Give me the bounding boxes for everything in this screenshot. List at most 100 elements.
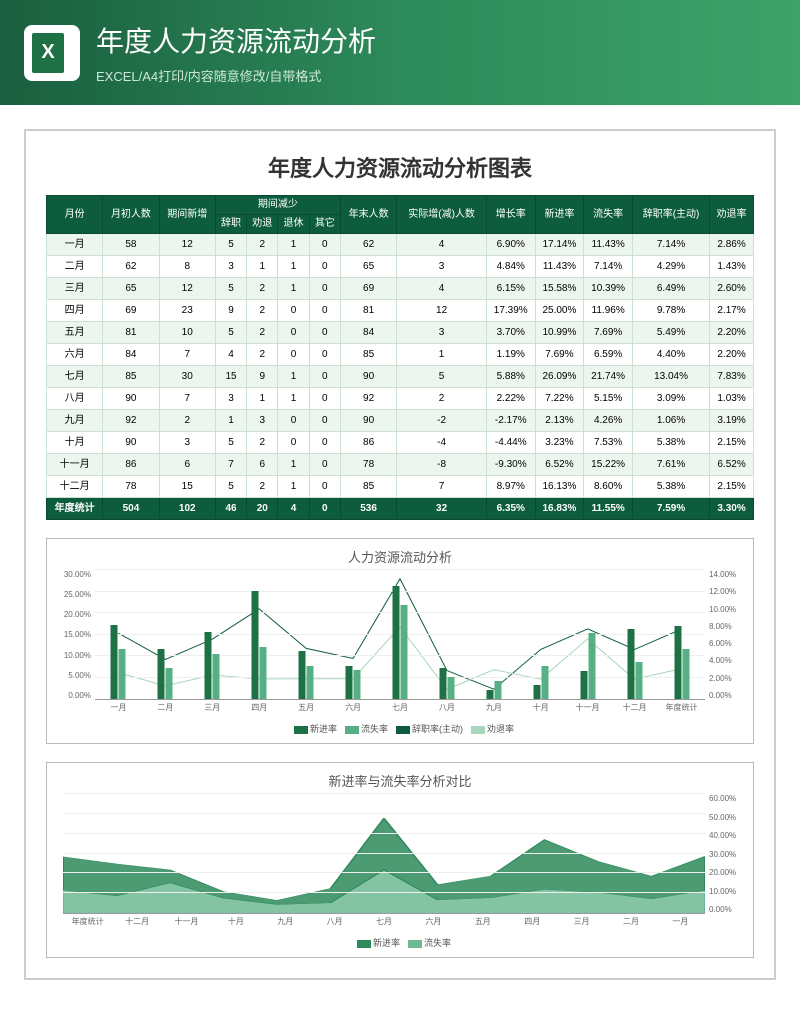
cell: 6.35%: [486, 498, 535, 520]
header-subtitle: EXCEL/A4打印/内容随意修改/自带格式: [96, 66, 376, 85]
cell: 5.38%: [632, 432, 709, 454]
cell: 0: [309, 498, 340, 520]
cell: 17.14%: [535, 234, 584, 256]
cell: 5: [215, 476, 246, 498]
col-newrate: 新进率: [535, 196, 584, 234]
cell: 21.74%: [584, 366, 633, 388]
cell: -8: [397, 454, 487, 476]
table-row: 二月62831106534.84%11.43%7.14%4.29%1.43%: [47, 256, 754, 278]
cell: 1: [278, 256, 309, 278]
cell: 7.69%: [535, 344, 584, 366]
cell: 15.22%: [584, 454, 633, 476]
cell: 90: [103, 388, 159, 410]
cell: 85: [340, 476, 396, 498]
cell: 8: [159, 256, 215, 278]
table-row: 八月90731109222.22%7.22%5.15%3.09%1.03%: [47, 388, 754, 410]
cell: 4: [397, 278, 487, 300]
cell: 3.30%: [710, 498, 754, 520]
cell: 0: [309, 344, 340, 366]
header-text: 年度人力资源流动分析 EXCEL/A4打印/内容随意修改/自带格式: [96, 20, 376, 85]
chart1: 人力资源流动分析 30.00%25.00%20.00%15.00%10.00%5…: [46, 538, 754, 744]
cell: 七月: [47, 366, 103, 388]
cell: 6.15%: [486, 278, 535, 300]
cell: 三月: [47, 278, 103, 300]
cell: 7.69%: [584, 322, 633, 344]
cell: 92: [103, 410, 159, 432]
cell: 4: [215, 344, 246, 366]
cell: 92: [340, 388, 396, 410]
cell: 1: [278, 388, 309, 410]
cell: 8.60%: [584, 476, 633, 498]
cell: 2.13%: [535, 410, 584, 432]
cell: 0: [278, 322, 309, 344]
cell: 3: [397, 256, 487, 278]
cell: 504: [103, 498, 159, 520]
cell: 30: [159, 366, 215, 388]
cell: 78: [103, 476, 159, 498]
chart1-area: 30.00%25.00%20.00%15.00%10.00%5.00%0.00%…: [55, 570, 745, 720]
cell: 9: [215, 300, 246, 322]
cell: 15.58%: [535, 278, 584, 300]
cell: 5.38%: [632, 476, 709, 498]
cell: 7.83%: [710, 366, 754, 388]
cell: 五月: [47, 322, 103, 344]
cell: 3: [397, 322, 487, 344]
cell: 85: [103, 366, 159, 388]
cell: 2: [247, 234, 278, 256]
cell: 1: [278, 278, 309, 300]
cell: 十二月: [47, 476, 103, 498]
excel-icon: [24, 25, 80, 81]
header-title: 年度人力资源流动分析: [96, 20, 376, 60]
cell: 5: [215, 278, 246, 300]
chart1-title: 人力资源流动分析: [55, 547, 745, 566]
cell: 84: [340, 322, 396, 344]
cell: 3: [215, 388, 246, 410]
cell: 2: [247, 322, 278, 344]
chart2-title: 新进率与流失率分析对比: [55, 771, 745, 790]
cell: 6.59%: [584, 344, 633, 366]
chart1-xaxis: 一月二月三月四月五月六月七月八月九月十月十一月十二月年度统计: [95, 702, 705, 720]
header-banner: 年度人力资源流动分析 EXCEL/A4打印/内容随意修改/自带格式: [0, 0, 800, 105]
chart2-xaxis: 年度统计十二月十一月十月九月八月七月六月五月四月三月二月一月: [63, 916, 705, 934]
cell: 0: [309, 432, 340, 454]
cell: 16.13%: [535, 476, 584, 498]
chart2-area: 60.00%50.00%40.00%30.00%20.00%10.00%0.00…: [55, 794, 745, 934]
cell: 2.15%: [710, 432, 754, 454]
cell: 12: [159, 234, 215, 256]
cell: 78: [340, 454, 396, 476]
cell: -2.17%: [486, 410, 535, 432]
cell: 69: [103, 300, 159, 322]
cell: 86: [103, 454, 159, 476]
cell: 12: [159, 278, 215, 300]
totals-row: 年度统计504102462040536326.35%16.83%11.55%7.…: [47, 498, 754, 520]
cell: 2.22%: [486, 388, 535, 410]
cell: 2: [159, 410, 215, 432]
cell: 69: [340, 278, 396, 300]
cell: 2.60%: [710, 278, 754, 300]
col-month: 月份: [47, 196, 103, 234]
cell: 536: [340, 498, 396, 520]
table-row: 四月69239200811217.39%25.00%11.96%9.78%2.1…: [47, 300, 754, 322]
cell: 6.52%: [535, 454, 584, 476]
col-resign: 辞职: [215, 215, 246, 234]
cell: 7.14%: [632, 234, 709, 256]
cell: 2: [247, 476, 278, 498]
cell: 九月: [47, 410, 103, 432]
cell: 62: [340, 234, 396, 256]
cell: 4.40%: [632, 344, 709, 366]
cell: 3.23%: [535, 432, 584, 454]
cell: -4.44%: [486, 432, 535, 454]
table-row: 一月581252106246.90%17.14%11.43%7.14%2.86%: [47, 234, 754, 256]
cell: 5: [215, 322, 246, 344]
cell: 9: [247, 366, 278, 388]
cell: 102: [159, 498, 215, 520]
cell: 15: [159, 476, 215, 498]
cell: 0: [278, 300, 309, 322]
cell: 2.20%: [710, 322, 754, 344]
col-start: 月初人数: [103, 196, 159, 234]
cell: 85: [340, 344, 396, 366]
cell: 十一月: [47, 454, 103, 476]
cell: 7: [397, 476, 487, 498]
table-row: 五月811052008433.70%10.99%7.69%5.49%2.20%: [47, 322, 754, 344]
cell: 六月: [47, 344, 103, 366]
